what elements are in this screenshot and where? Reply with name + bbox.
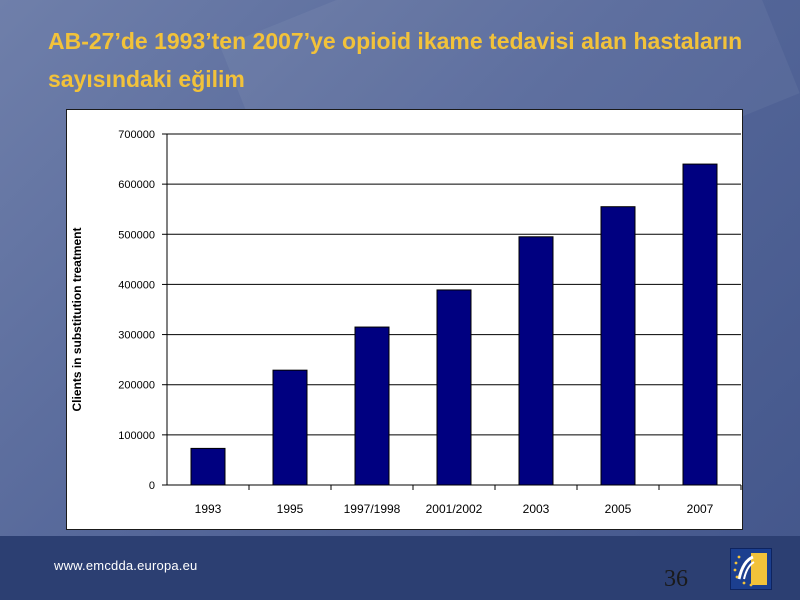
x-tick-label: 2005: [605, 502, 632, 516]
bar: [190, 447, 226, 486]
bar: [354, 326, 390, 486]
bar: [518, 236, 554, 486]
bar-chart: 0 100000 200000 300000 400000 500000 600000 700…: [70, 129, 742, 516]
x-tick-label: 1993: [195, 502, 222, 516]
bars: [190, 163, 718, 486]
footer-bar: www.emcdda.europa.eu 36: [0, 536, 800, 600]
x-tick-label: 1997/1998: [344, 502, 401, 516]
y-tick-label: 400000: [118, 279, 155, 291]
chart-panel: 0 100000 200000 300000 400000 500000 600000 700…: [66, 109, 743, 530]
y-tick-label: 600000: [118, 179, 155, 191]
y-tick-label: 300000: [118, 330, 155, 342]
emcdda-logo: [730, 548, 772, 590]
y-tick-label: 100000: [118, 430, 155, 442]
bar: [272, 369, 308, 486]
footer-url[interactable]: www.emcdda.europa.eu: [54, 558, 198, 573]
y-axis-label: Clients in substitution treatment: [70, 227, 84, 411]
x-tick-labels: 1993 1995 1997/1998 2001/2002 2003 2005 2007: [195, 502, 714, 516]
bar: [436, 289, 472, 486]
y-tick-label: 500000: [118, 229, 155, 241]
y-tick-labels: 0 100000 200000 300000 400000 500000 600000 700…: [118, 129, 155, 492]
slide-title: AB-27’de 1993’ten 2007’ye opioid ikame t…: [48, 28, 743, 92]
y-tick-label: 0: [149, 480, 155, 492]
x-tick-label: 2003: [523, 502, 550, 516]
page-number: 36: [664, 566, 688, 592]
x-tick-label: 1995: [277, 502, 304, 516]
axes: [162, 133, 742, 490]
bar: [600, 206, 636, 486]
x-tick-label: 2007: [687, 502, 714, 516]
bar: [682, 163, 718, 486]
x-tick-label: 2001/2002: [426, 502, 483, 516]
y-tick-label: 200000: [118, 380, 155, 392]
y-tick-label: 700000: [118, 129, 155, 141]
